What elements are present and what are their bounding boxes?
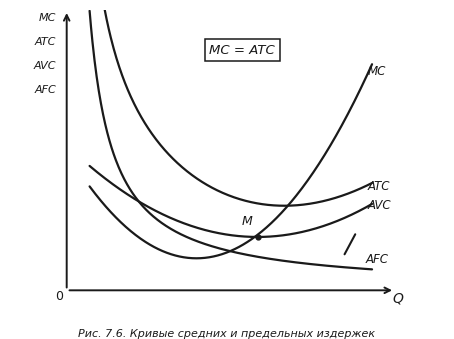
Text: MC = ATC: MC = ATC — [209, 44, 275, 57]
Text: Рис. 7.6. Кривые средних и предельных издержек: Рис. 7.6. Кривые средних и предельных из… — [79, 329, 375, 339]
Text: ATC: ATC — [367, 180, 390, 193]
Text: AVC: AVC — [34, 61, 56, 71]
Text: MC: MC — [367, 65, 386, 78]
Text: AFC: AFC — [34, 85, 56, 95]
Text: 0: 0 — [55, 291, 63, 303]
Text: Q: Q — [393, 291, 404, 305]
Text: M: M — [242, 215, 252, 227]
Text: AVC: AVC — [367, 199, 391, 212]
Text: AFC: AFC — [366, 253, 389, 266]
Text: ATC: ATC — [35, 37, 56, 47]
Text: MC: MC — [39, 13, 56, 23]
